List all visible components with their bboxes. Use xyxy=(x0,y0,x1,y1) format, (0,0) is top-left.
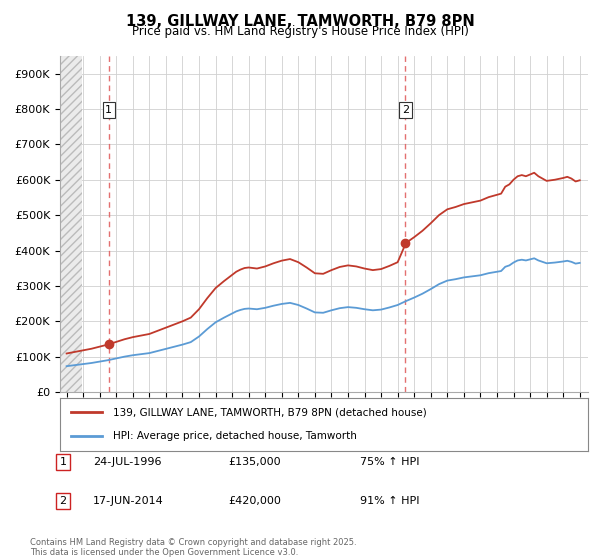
Text: 91% ↑ HPI: 91% ↑ HPI xyxy=(360,496,419,506)
Text: 75% ↑ HPI: 75% ↑ HPI xyxy=(360,457,419,467)
Text: £135,000: £135,000 xyxy=(228,457,281,467)
Text: 1: 1 xyxy=(106,105,112,115)
Text: 139, GILLWAY LANE, TAMWORTH, B79 8PN (detached house): 139, GILLWAY LANE, TAMWORTH, B79 8PN (de… xyxy=(113,408,427,418)
Text: 24-JUL-1996: 24-JUL-1996 xyxy=(93,457,161,467)
Text: 139, GILLWAY LANE, TAMWORTH, B79 8PN: 139, GILLWAY LANE, TAMWORTH, B79 8PN xyxy=(125,14,475,29)
Text: HPI: Average price, detached house, Tamworth: HPI: Average price, detached house, Tamw… xyxy=(113,431,356,441)
Text: £420,000: £420,000 xyxy=(228,496,281,506)
Text: 2: 2 xyxy=(59,496,67,506)
Text: 17-JUN-2014: 17-JUN-2014 xyxy=(93,496,164,506)
Text: Price paid vs. HM Land Registry's House Price Index (HPI): Price paid vs. HM Land Registry's House … xyxy=(131,25,469,38)
Text: 1: 1 xyxy=(59,457,67,467)
Text: 2: 2 xyxy=(402,105,409,115)
Text: Contains HM Land Registry data © Crown copyright and database right 2025.
This d: Contains HM Land Registry data © Crown c… xyxy=(30,538,356,557)
